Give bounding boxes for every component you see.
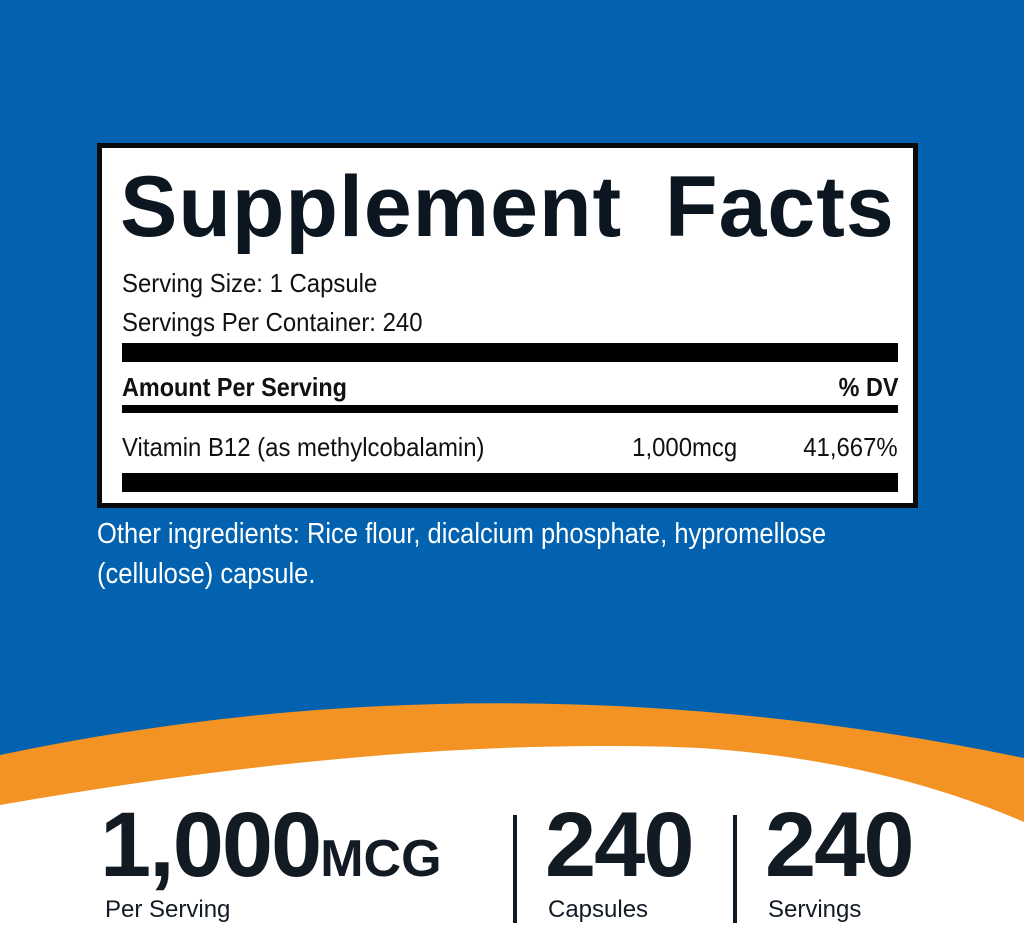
capsules-label: Capsules xyxy=(548,896,649,923)
thick-divider xyxy=(122,343,898,362)
other-ingredients-line1: Other ingredients: Rice flour, dicalcium… xyxy=(97,518,827,550)
dose-number: 1,000 xyxy=(100,794,322,896)
servings-value: 240 xyxy=(765,794,914,896)
other-ingredients-line2: (cellulose) capsule. xyxy=(97,558,316,590)
nutrient-amount: 1,000mcg xyxy=(631,432,737,462)
nutrient-dv: 41,667% xyxy=(803,432,898,462)
supplement-facts-panel: Supplement Facts Serving Size: 1 Capsule… xyxy=(97,143,918,508)
panel-title: Supplement Facts xyxy=(120,159,895,255)
separator xyxy=(513,815,517,923)
dose-label: Per Serving xyxy=(105,896,231,923)
capsules-value: 240 xyxy=(545,794,694,896)
servings-per-container: Servings Per Container: 240 xyxy=(122,307,423,337)
dv-header: % DV xyxy=(838,372,898,402)
orange-arc xyxy=(0,697,1024,822)
nutrient-name: Vitamin B12 (as methylcobalamin) xyxy=(122,432,485,462)
dose-value: 1,000MCG xyxy=(100,799,442,891)
servings-label: Servings xyxy=(768,896,862,923)
amount-per-serving-header: Amount Per Serving xyxy=(122,372,347,402)
dose-unit: MCG xyxy=(320,830,442,888)
divider xyxy=(122,405,898,413)
thick-divider-bottom xyxy=(122,473,898,492)
separator xyxy=(733,815,737,923)
serving-size: Serving Size: 1 Capsule xyxy=(122,268,378,298)
